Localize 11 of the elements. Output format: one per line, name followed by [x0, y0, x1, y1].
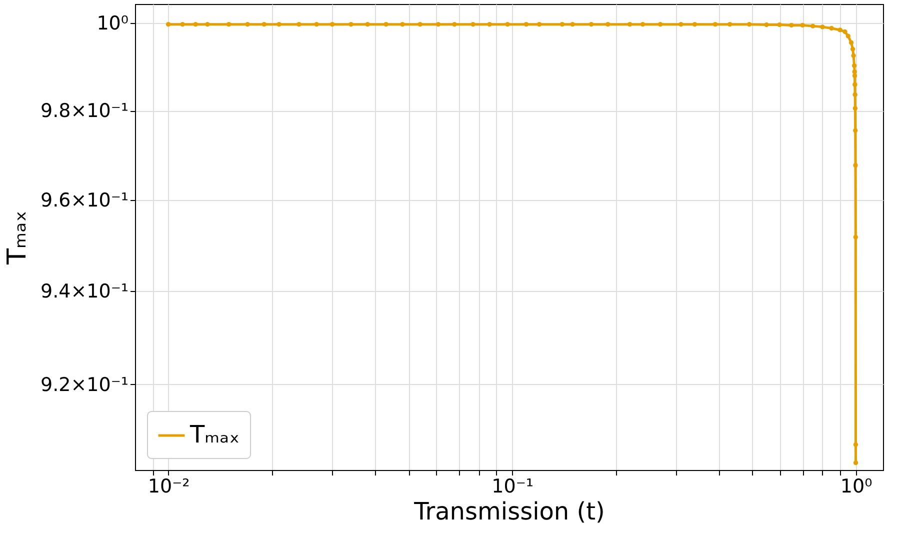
x-tick-label: 10⁰: [840, 476, 872, 498]
y-tick-label: 9.4×10⁻¹: [40, 280, 128, 303]
x-axis-title: Transmission (t): [413, 498, 605, 526]
y-tick-label: 9.2×10⁻¹: [40, 374, 128, 396]
x-tick-label: 10⁻¹: [492, 476, 534, 498]
y-tick-label: 9.6×10⁻¹: [40, 189, 128, 212]
legend-label: Tₘₐₓ: [189, 420, 240, 448]
y-tick-label: 10⁰: [96, 12, 128, 35]
y-tick-label: 9.8×10⁻¹: [40, 100, 128, 122]
y-axis-title: Tₘₐₓ: [2, 210, 33, 266]
x-tick-label: 10⁻²: [148, 476, 190, 498]
